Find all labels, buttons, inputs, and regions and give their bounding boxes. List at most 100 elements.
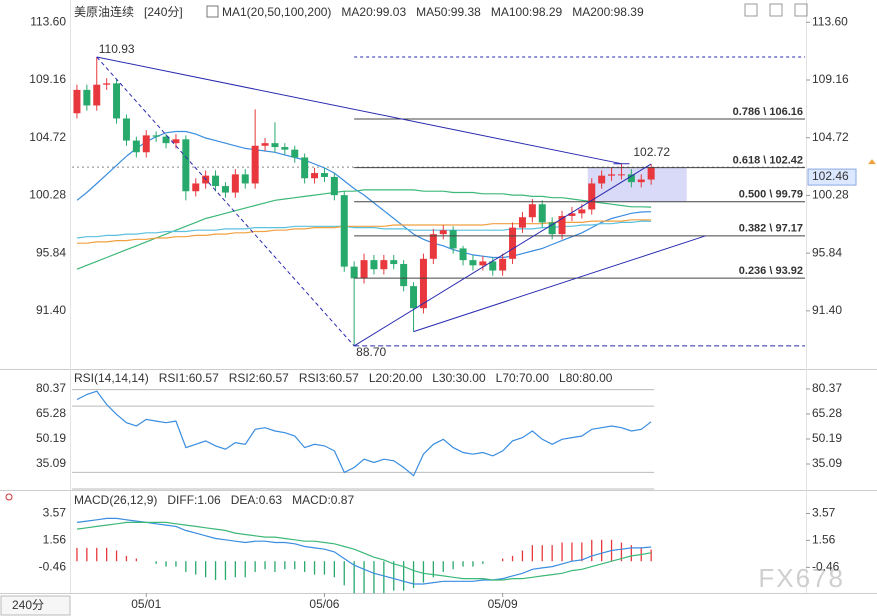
period-button-label[interactable]: 240分 bbox=[12, 598, 44, 612]
candle-body bbox=[192, 183, 200, 192]
price-annotation: 110.93 bbox=[99, 42, 135, 56]
candle-body bbox=[449, 230, 457, 249]
macd-line bbox=[76, 521, 652, 581]
y-tick-label-right: 100.28 bbox=[812, 188, 849, 202]
candle-body bbox=[340, 195, 348, 267]
legend-entry: DEA:0.63 bbox=[231, 493, 283, 507]
legend-entry: L30:30.00 bbox=[432, 371, 486, 385]
candle-body bbox=[509, 227, 517, 259]
candle-body bbox=[122, 118, 130, 141]
y-tick-label-left: 65.28 bbox=[36, 406, 66, 420]
legend-entry: RSI2:60.57 bbox=[229, 371, 289, 385]
legend-entry: L70:70.00 bbox=[496, 371, 550, 385]
candle-body bbox=[459, 248, 467, 261]
candle-body bbox=[360, 260, 368, 279]
legend-entry: MA200:98.39 bbox=[572, 5, 644, 19]
y-tick-label-right: 1.56 bbox=[812, 533, 836, 547]
y-tick-label-left: 100.28 bbox=[29, 188, 66, 202]
watermark: FX678 bbox=[758, 563, 845, 593]
candle-body bbox=[528, 204, 536, 218]
price-annotation: 88.70 bbox=[356, 345, 386, 359]
period-button[interactable] bbox=[0, 595, 71, 616]
candle-body bbox=[400, 264, 408, 287]
candle-body bbox=[212, 175, 220, 187]
last-price-arrow bbox=[868, 159, 876, 165]
candle-body bbox=[637, 179, 645, 183]
period-label: [240分] bbox=[144, 5, 183, 19]
y-tick-label-left: 35.09 bbox=[36, 456, 66, 470]
settings-icon[interactable] bbox=[206, 5, 219, 18]
y-tick-label-right: 35.09 bbox=[812, 456, 842, 470]
candle-body bbox=[182, 139, 190, 192]
y-tick-label-left: 80.37 bbox=[36, 381, 66, 395]
fib-label: 0.500 \ 99.79 bbox=[739, 189, 803, 201]
fib-label: 0.786 \ 106.16 bbox=[733, 106, 803, 118]
chart-title: 美原油连续 bbox=[74, 4, 134, 19]
y-tick-label-right: 50.19 bbox=[812, 431, 842, 445]
fib-label: 0.236 \ 93.92 bbox=[739, 265, 803, 277]
y-tick-label-right: 80.37 bbox=[812, 381, 842, 395]
macd-line bbox=[76, 517, 652, 585]
panel-title: MACD(26,12,9) bbox=[74, 493, 157, 507]
candle-body bbox=[231, 174, 239, 193]
candle-body bbox=[410, 286, 418, 309]
legend-entry: MACD:0.87 bbox=[292, 493, 354, 507]
y-tick-label-left: 113.60 bbox=[30, 14, 66, 28]
last-price-box bbox=[807, 168, 857, 186]
toolbar-icon[interactable] bbox=[769, 3, 783, 17]
toolbar-icon[interactable] bbox=[744, 3, 758, 17]
y-tick-label-left: 104.72 bbox=[29, 130, 66, 144]
candle-body bbox=[113, 83, 121, 119]
y-tick-label-right: 95.84 bbox=[812, 245, 842, 259]
trend-line bbox=[413, 235, 706, 333]
y-tick-label-right: 109.16 bbox=[812, 72, 849, 86]
trend-line bbox=[96, 56, 622, 165]
candle-body bbox=[93, 84, 101, 106]
legend-entry: L20:20.00 bbox=[369, 371, 423, 385]
panel-title: RSI(14,14,14) bbox=[74, 371, 149, 385]
candle-body bbox=[172, 139, 180, 144]
y-tick-label-right: -0.46 bbox=[812, 560, 840, 574]
candle-body bbox=[330, 176, 338, 196]
candle-body bbox=[469, 260, 477, 266]
y-tick-label-right: 104.72 bbox=[812, 130, 849, 144]
toolbar-icon[interactable] bbox=[794, 3, 808, 17]
candle-body bbox=[568, 213, 576, 216]
x-tick-label: 05/06 bbox=[309, 597, 339, 611]
candle-body bbox=[301, 157, 309, 179]
candle-body bbox=[627, 174, 635, 183]
legend-entry: RSI3:60.57 bbox=[299, 371, 359, 385]
candle-body bbox=[152, 135, 160, 137]
y-tick-label-left: 91.40 bbox=[36, 303, 66, 317]
x-tick-label: 05/01 bbox=[131, 597, 161, 611]
legend-entry: RSI1:60.57 bbox=[159, 371, 219, 385]
candle-body bbox=[518, 217, 526, 228]
indicator-label: MA1(20,50,100,200) bbox=[222, 5, 331, 19]
candle-body bbox=[429, 234, 437, 259]
price-annotation: 102.72 bbox=[633, 145, 670, 159]
candle-body bbox=[617, 174, 625, 176]
y-tick-label-right: 91.40 bbox=[812, 303, 842, 317]
candle-body bbox=[489, 261, 497, 271]
candle-body bbox=[271, 143, 279, 148]
candle-body bbox=[558, 215, 566, 235]
fib-zone bbox=[587, 167, 687, 202]
candle-body bbox=[538, 204, 546, 223]
legend-entry: MA50:99.38 bbox=[416, 5, 481, 19]
candle-body bbox=[439, 230, 447, 235]
candle-body bbox=[73, 89, 81, 114]
candle-body bbox=[320, 173, 328, 177]
legend-entry: MA100:98.29 bbox=[491, 5, 563, 19]
candle-body bbox=[241, 174, 249, 184]
candle-body bbox=[83, 89, 91, 106]
candle-body bbox=[608, 174, 616, 176]
candle-body bbox=[598, 175, 606, 184]
indicator-icon[interactable] bbox=[5, 493, 13, 501]
y-tick-label-left: -0.46 bbox=[39, 560, 67, 574]
candle-body bbox=[370, 260, 378, 270]
candle-body bbox=[548, 222, 556, 235]
rsi-line bbox=[76, 390, 652, 477]
candle-body bbox=[647, 167, 655, 180]
x-tick-label: 05/09 bbox=[488, 597, 518, 611]
